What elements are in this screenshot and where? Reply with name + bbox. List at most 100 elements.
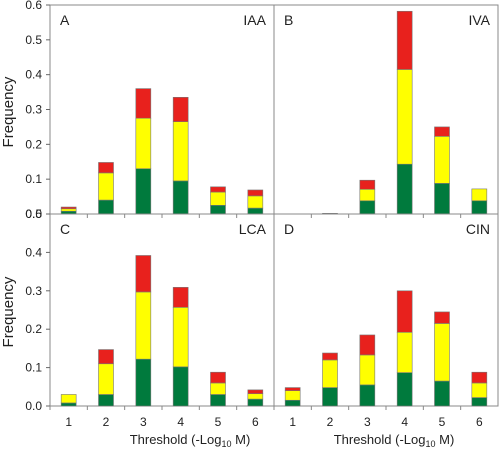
x-tick-label: 3	[364, 415, 371, 429]
bar-segment	[172, 180, 189, 215]
y-tick-label: 0.1	[25, 172, 42, 186]
panel-frame	[49, 4, 275, 215]
y-tick-label: 0.3	[25, 284, 42, 298]
bar-segment	[210, 371, 226, 384]
panel-frame	[273, 213, 499, 407]
bar-segment	[396, 372, 413, 407]
bar-segment	[471, 397, 488, 407]
y-tick-label: 0.4	[25, 245, 42, 259]
bar-segment	[434, 311, 450, 324]
bar-segment	[247, 393, 264, 400]
bar-segment	[284, 387, 301, 391]
bar-segment	[322, 387, 338, 407]
bar-segment	[172, 366, 189, 407]
panel-letter: C	[60, 221, 70, 237]
bar-segment	[210, 186, 226, 193]
y-tick-label: 0.2	[25, 322, 42, 336]
x-axis-label-subscript: 10	[425, 439, 435, 449]
bar-segment	[322, 352, 338, 361]
bar-segment	[98, 172, 114, 201]
x-axis-label-main: Threshold (-Log	[334, 432, 426, 447]
bar-segment	[135, 168, 152, 215]
bar-segment	[60, 402, 77, 407]
bar-segment	[135, 291, 152, 360]
y-axis-label-bottom: Frequency	[0, 276, 17, 347]
bar-segment	[247, 189, 264, 197]
bar-segment	[359, 179, 376, 190]
bar-segment	[359, 334, 376, 356]
x-axis-label-left: Threshold (-Log10 M)	[130, 432, 251, 449]
bar-segment	[98, 199, 114, 215]
plot-layer: 0.0 0.1 0.2 0.3 0.4 0.5 0.6 A IAA B IVA 0.0 0.1 0.2 0.…	[25, 0, 499, 429]
y-tick-label: 0.4	[25, 68, 42, 82]
bar-segment	[210, 204, 226, 215]
bar-segment	[210, 394, 226, 407]
panel-letter: D	[284, 221, 294, 237]
bar-segment	[284, 390, 301, 401]
bar-segment	[471, 200, 488, 215]
bar-segment	[359, 354, 376, 386]
y-tick-label: 0.3	[25, 103, 42, 117]
bar-segment	[359, 188, 376, 202]
bar-segment	[471, 188, 488, 202]
bar-segment	[434, 183, 450, 215]
x-axis-label-right: Threshold (-Log10 M)	[334, 432, 455, 449]
bar-segment	[135, 255, 152, 293]
x-axis-label-end: M)	[436, 432, 455, 447]
bar-segment	[98, 162, 114, 174]
x-tick-label: 1	[65, 415, 72, 429]
y-tick-label: 0.5	[25, 207, 42, 221]
bar-segment	[247, 195, 264, 209]
bar-segment	[60, 394, 77, 404]
bar-segment	[172, 97, 189, 122]
x-tick-label: 6	[252, 415, 259, 429]
y-tick-label: 0.1	[25, 361, 42, 375]
bar-segment	[210, 382, 226, 395]
bar-segment	[98, 349, 114, 365]
x-tick-label: 4	[401, 415, 408, 429]
bar-segment	[359, 200, 376, 215]
bar-segment	[247, 207, 264, 215]
bar-segment	[396, 10, 413, 70]
bar-segment	[396, 69, 413, 165]
y-tick-label: 0.0	[25, 207, 42, 221]
panel-compound-label: IVA	[468, 12, 490, 28]
y-tick-label: 0.0	[25, 399, 42, 413]
bar-segment	[434, 136, 450, 184]
bar-segment	[172, 307, 189, 368]
y-tick-label: 0.2	[25, 137, 42, 151]
bar-segment	[396, 290, 413, 333]
bar-segment	[60, 208, 77, 212]
bar-segment	[247, 389, 264, 395]
bar-segment	[284, 399, 301, 407]
bar-segment	[172, 287, 189, 308]
x-tick-label: 1	[289, 415, 296, 429]
bar-segment	[247, 398, 264, 407]
x-tick-label: 4	[177, 415, 184, 429]
y-tick-label: 0.6	[25, 0, 42, 12]
x-tick-label: 3	[140, 415, 147, 429]
panel-letter: B	[284, 12, 293, 28]
x-axis-label-main: Threshold (-Log	[130, 432, 222, 447]
panel-compound-label: LCA	[239, 221, 267, 237]
bar-segment	[98, 394, 114, 407]
bar-segment	[434, 323, 450, 382]
x-tick-label: 2	[327, 415, 334, 429]
panel-frame	[273, 4, 499, 215]
bar-segment	[434, 126, 450, 137]
bar-segment	[135, 358, 152, 407]
x-tick-label: 5	[215, 415, 222, 429]
x-axis-label-subscript: 10	[221, 439, 231, 449]
bar-segment	[135, 117, 152, 170]
bar-segment	[396, 331, 413, 373]
x-tick-label: 5	[439, 415, 446, 429]
bar-segment	[172, 121, 189, 182]
x-tick-label: 6	[476, 415, 483, 429]
bar-segment	[471, 371, 488, 384]
panel-compound-label: IAA	[243, 12, 266, 28]
bar-segment	[359, 384, 376, 407]
bar-segment	[98, 363, 114, 395]
bar-segment	[471, 382, 488, 398]
bar-segment	[135, 88, 152, 119]
